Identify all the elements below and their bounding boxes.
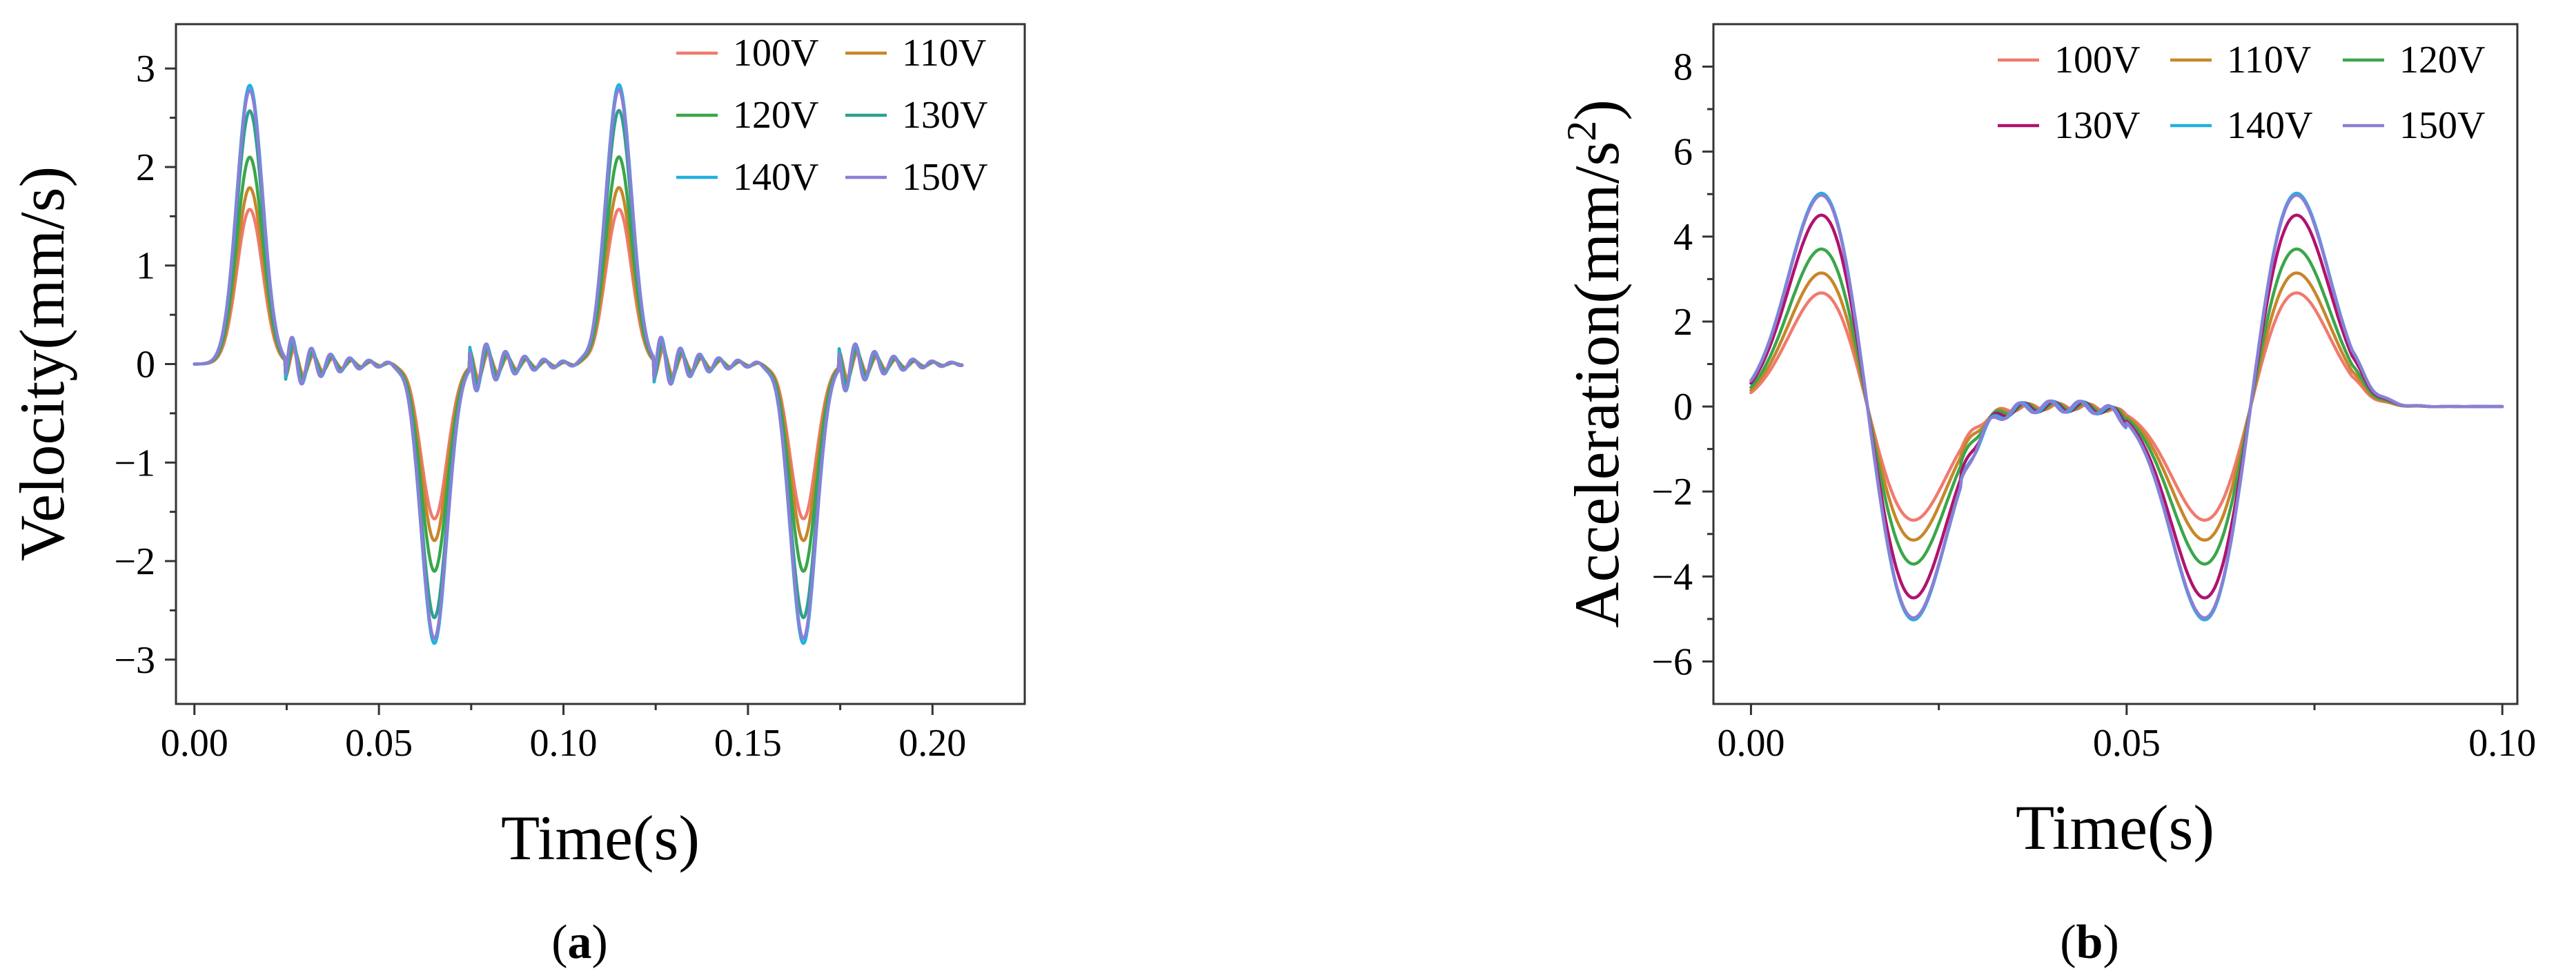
acceleration-y-tick-label: −2 [1651, 471, 1693, 513]
velocity-x-tick-label: 0.05 [345, 722, 413, 765]
acceleration-x-tick-label: 0.00 [1717, 722, 1784, 765]
velocity-y-axis-label: Velocity(mm/s) [7, 166, 77, 561]
panel-a-label: (a) [551, 916, 608, 969]
acceleration-y-tick-label: 4 [1673, 216, 1693, 259]
velocity-x-tick-label: 0.15 [714, 722, 782, 765]
acceleration-y-tick-label: 0 [1673, 386, 1693, 429]
acceleration-series-120v [1749, 247, 2504, 566]
acceleration-y-axis-label: Acceleration(mm/s2) [1559, 99, 1632, 628]
acceleration-x-tick-label: 0.10 [2468, 722, 2536, 765]
acceleration-legend-label-110v: 110V [2227, 39, 2311, 81]
acceleration-y-tick-label: 6 [1673, 131, 1693, 174]
acceleration-legend-label-100v: 100V [2054, 39, 2140, 81]
acceleration-x-tick-label: 0.05 [2093, 722, 2161, 765]
acceleration-y-axis-label-main: Acceleration(mm/s [1562, 141, 1632, 628]
velocity-y-tick-label: 1 [136, 245, 155, 288]
velocity-y-tick-label: 0 [136, 344, 155, 386]
acceleration-series-150v [1749, 193, 2504, 620]
acceleration-legend-label-130v: 130V [2054, 104, 2140, 147]
acceleration-axis-ticks: 0.00 0.05 0.10 −6 −4 −2 0 2 4 6 8 [1651, 46, 2536, 765]
acceleration-chart: 0.00 0.05 0.10 −6 −4 −2 0 2 4 6 8 100V 110V 120V 130V… [1559, 23, 2536, 969]
velocity-axis-ticks: 0.00 0.05 0.10 0.15 0.20 −3 −2 −1 0 1 2 3 [114, 48, 966, 765]
acceleration-y-tick-label: 8 [1673, 46, 1693, 89]
velocity-x-tick-label: 0.10 [530, 722, 598, 765]
acceleration-legend-label-120v: 120V [2399, 39, 2485, 81]
acceleration-series-140v [1749, 191, 2504, 622]
velocity-y-tick-label: −2 [114, 540, 155, 583]
acceleration-y-axis-label-superscript: 2 [1559, 121, 1604, 141]
velocity-y-tick-label: 3 [136, 48, 155, 90]
velocity-x-tick-label: 0.00 [161, 722, 228, 765]
acceleration-series-110v [1749, 271, 2504, 542]
velocity-x-tick-label: 0.20 [898, 722, 966, 765]
acceleration-y-tick-label: −4 [1651, 556, 1693, 598]
acceleration-legend-label-150v: 150V [2399, 104, 2485, 147]
velocity-legend-label-140v: 140V [733, 156, 818, 199]
acceleration-series-130v [1749, 213, 2504, 600]
velocity-legend-label-150v: 150V [902, 156, 987, 199]
velocity-x-axis-label: Time(s) [501, 803, 700, 873]
acceleration-series-group [1749, 191, 2504, 622]
velocity-y-tick-label: −3 [114, 639, 155, 682]
acceleration-legend-label-140v: 140V [2227, 104, 2312, 147]
acceleration-series-100v [1749, 291, 2504, 522]
velocity-legend-label-100v: 100V [733, 32, 818, 75]
velocity-legend-label-130v: 130V [902, 94, 987, 137]
velocity-legend: 100V 110V 120V 130V 140V 150V [676, 32, 987, 199]
acceleration-y-tick-label: −6 [1651, 640, 1693, 683]
acceleration-y-tick-label: 2 [1673, 301, 1693, 344]
acceleration-y-axis-label-suffix: ) [1562, 99, 1632, 121]
velocity-y-tick-label: −1 [114, 442, 155, 484]
panel-b-label: (b) [2060, 916, 2119, 969]
velocity-series-group [193, 83, 964, 645]
panel-a-letter: a [568, 916, 592, 969]
panel-b-letter: b [2076, 916, 2103, 969]
velocity-y-tick-label: 2 [136, 146, 155, 189]
velocity-legend-label-120v: 120V [733, 94, 818, 137]
acceleration-legend: 100V 110V 120V 130V 140V 150V [1998, 39, 2485, 147]
velocity-series-150v [193, 88, 964, 640]
acceleration-x-axis-label: Time(s) [2016, 792, 2214, 863]
velocity-legend-label-110v: 110V [902, 32, 986, 75]
